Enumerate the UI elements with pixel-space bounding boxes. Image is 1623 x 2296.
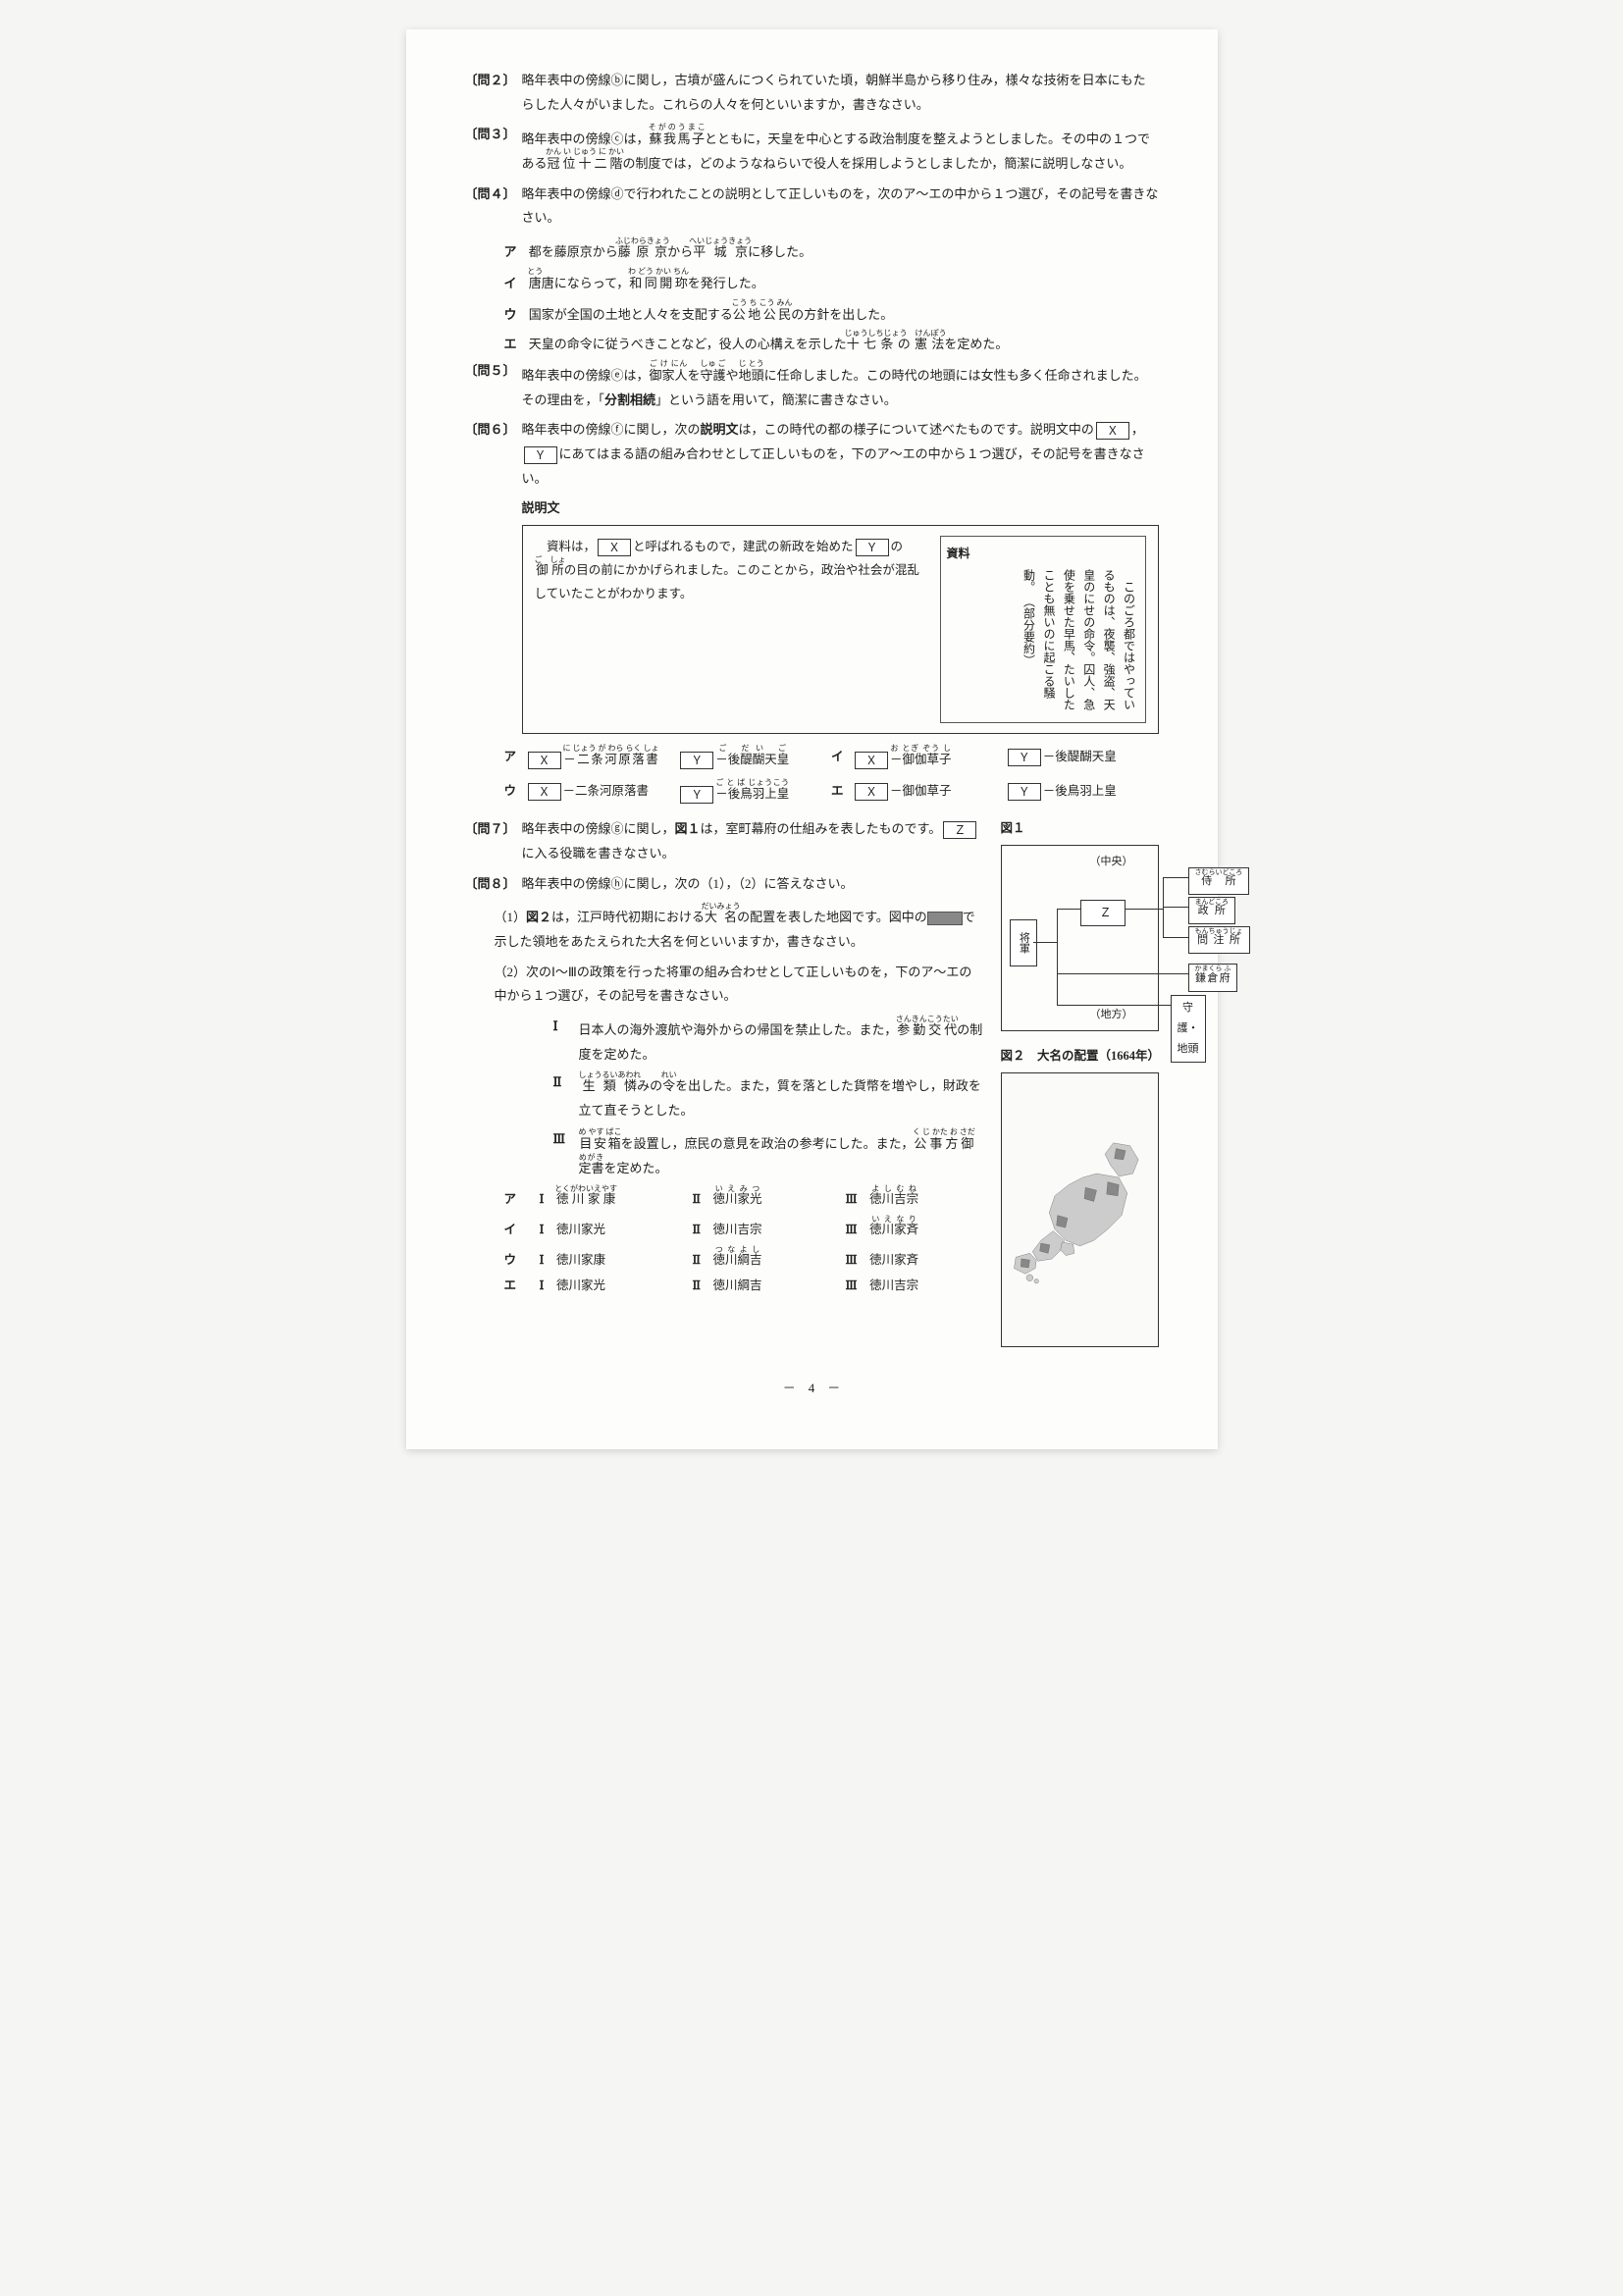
q6-choices: ア Ｘ－二条河原落書に じょう が わら らく しょ Ｙ－後醍醐天皇ご だい ご… — [504, 744, 1159, 807]
figure-1-org-chart: （中央） （地方） 将軍 Ｚ 侍所さむらいどころ 政所まんどころ 問注所もんちゅ… — [1001, 845, 1159, 1031]
question-8: 〔問８〕 略年表中の傍線ⓗに関し，次の（1），（2）に答えなさい。 — [465, 872, 983, 897]
q8-sub2: （2）次のⅠ～Ⅲの政策を行った将軍の組み合わせとして正しいものを，下のア～エの中… — [495, 961, 983, 1009]
roman-2: Ⅱ 生類憐しょうるいあわれみの令れいを出した。また，質を落とした貨幣を増やし，財… — [553, 1070, 983, 1122]
page-number: － 4 － — [465, 1377, 1159, 1401]
q3-body: 略年表中の傍線ⓒは，蘇我馬子そ が の う ま ことともに，天皇を中心とする政治… — [522, 123, 1159, 176]
node-mandokoro: 政所まんどころ — [1188, 897, 1236, 924]
q4-choice-b: イ 唐とう唐にならって，和同開珎わ どう かい ちんを発行した。 — [504, 267, 1159, 296]
setumei-left: 資料は，Ｘと呼ばれるもので，建武の新政を始めたＹの御所ご しょの目の前にかかげら… — [535, 536, 928, 723]
table-row: ア Ⅰ 徳川家康とくがわいえやす Ⅱ 徳川家光いえみつ Ⅲ 徳川吉宗よしむね — [504, 1184, 983, 1212]
table-row: エ Ⅰ 徳川家光 Ⅱ 徳川綱吉 Ⅲ 徳川吉宗 — [504, 1275, 983, 1298]
right-column: 図１ （中央） （地方） 将軍 Ｚ 侍所さむらいどころ 政所まんどころ 問注所も… — [1001, 817, 1159, 1347]
box-x: Ｘ — [1096, 422, 1129, 440]
question-5: 〔問５〕 略年表中の傍線ⓔは，御家人ご け にんを守護しゅ ごや地頭じ とうに任… — [465, 359, 1159, 412]
q5-label: 〔問５〕 — [465, 359, 522, 412]
table-row: ウ Ⅰ 徳川家康 Ⅱ 徳川綱吉つなよし Ⅲ 徳川家斉 — [504, 1245, 983, 1273]
question-4: 〔問４〕 略年表中の傍線ⓓで行われたことの説明として正しいものを，次のア～エの中… — [465, 183, 1159, 231]
q6-body: 略年表中の傍線ⓕに関し，次の説明文は，この時代の都の様子について述べたものです。… — [522, 418, 1159, 491]
node-shugo: 守護・地頭 — [1171, 995, 1206, 1063]
gray-region-icon — [927, 912, 963, 925]
setumei-label: 説明文 — [522, 496, 1159, 521]
table-row: イ Ⅰ 徳川家光 Ⅱ 徳川吉宗 Ⅲ 徳川家斉いえなり — [504, 1215, 983, 1242]
roman-1: Ⅰ 日本人の海外渡航や海外からの帰国を禁止した。また，参勤交代さんきんこうたいの… — [553, 1015, 983, 1067]
node-z: Ｚ — [1080, 900, 1126, 926]
node-samurai: 侍所さむらいどころ — [1188, 867, 1250, 895]
two-column: 〔問７〕 略年表中の傍線ⓖに関し，図１は，室町幕府の仕組みを表したものです。Ｚに… — [465, 817, 1159, 1347]
setumei-box: 資料は，Ｘと呼ばれるもので，建武の新政を始めたＹの御所ご しょの目の前にかかげら… — [522, 525, 1159, 734]
q2-body: 略年表中の傍線ⓑに関し，古墳が盛んにつくられていた頃，朝鮮半島から移り住み，様々… — [522, 69, 1159, 117]
shiryo-box: 資料 このごろ都ではやっているものは、夜襲、強盗、天皇のにせの命令。囚人、急使を… — [940, 536, 1146, 723]
q4-body: 略年表中の傍線ⓓで行われたことの説明として正しいものを，次のア～エの中から１つ選… — [522, 183, 1159, 231]
node-kamakura: 鎌倉府かまくら ふ — [1188, 964, 1238, 992]
fig1-label: 図１ — [1001, 817, 1159, 841]
q2-label: 〔問２〕 — [465, 69, 522, 117]
node-shogun: 将軍 — [1010, 919, 1038, 966]
roman-3: Ⅲ 目安箱め やす ばこを設置し，庶民の意見を政治の参考にした。また，公事方御定… — [553, 1127, 983, 1180]
figure-2-japan-map — [1001, 1072, 1159, 1347]
question-6: 〔問６〕 略年表中の傍線ⓕに関し，次の説明文は，この時代の都の様子について述べた… — [465, 418, 1159, 491]
exam-page: 〔問２〕 略年表中の傍線ⓑに関し，古墳が盛んにつくられていた頃，朝鮮半島から移り… — [406, 29, 1218, 1449]
question-3: 〔問３〕 略年表中の傍線ⓒは，蘇我馬子そ が の う ま ことともに，天皇を中心… — [465, 123, 1159, 176]
q4-label: 〔問４〕 — [465, 183, 522, 231]
q4-choice-d: エ 天皇の命令に従うべきことなど，役人の心構えを示した十七条の憲法じゅうしちじょ… — [504, 329, 1159, 357]
shogun-table: ア Ⅰ 徳川家康とくがわいえやす Ⅱ 徳川家光いえみつ Ⅲ 徳川吉宗よしむね イ… — [504, 1184, 983, 1298]
fig2-label: 図２ 大名の配置（1664年） — [1001, 1045, 1159, 1069]
q3-label: 〔問３〕 — [465, 123, 522, 176]
q6-label: 〔問６〕 — [465, 418, 522, 491]
node-monchujo: 問注所もんちゅうじょ — [1188, 926, 1250, 954]
japan-map-svg — [1002, 1073, 1158, 1346]
left-column: 〔問７〕 略年表中の傍線ⓖに関し，図１は，室町幕府の仕組みを表したものです。Ｚに… — [465, 817, 983, 1347]
q8-sub1: （1）図２は，江戸時代初期における大名だいみょうの配置を表した地図です。図中ので… — [495, 902, 983, 954]
q4-choice-c: ウ 国家が全国の土地と人々を支配する公地公民こう ち こう みんの方針を出した。 — [504, 298, 1159, 328]
box-y: Ｙ — [524, 446, 557, 464]
q5-body: 略年表中の傍線ⓔは，御家人ご け にんを守護しゅ ごや地頭じ とうに任命しました… — [522, 359, 1159, 412]
question-7: 〔問７〕 略年表中の傍線ⓖに関し，図１は，室町幕府の仕組みを表したものです。Ｚに… — [465, 817, 983, 865]
question-2: 〔問２〕 略年表中の傍線ⓑに関し，古墳が盛んにつくられていた頃，朝鮮半島から移り… — [465, 69, 1159, 117]
q4-choice-a: ア 都を藤原京から藤原京ふじわらきょうから平城京へいじょうきょうに移した。 — [504, 236, 1159, 265]
shiryo-vertical-text: このごろ都ではやっているものは、夜襲、強盗、天皇のにせの命令。囚人、急使を乗せた… — [947, 569, 1139, 716]
